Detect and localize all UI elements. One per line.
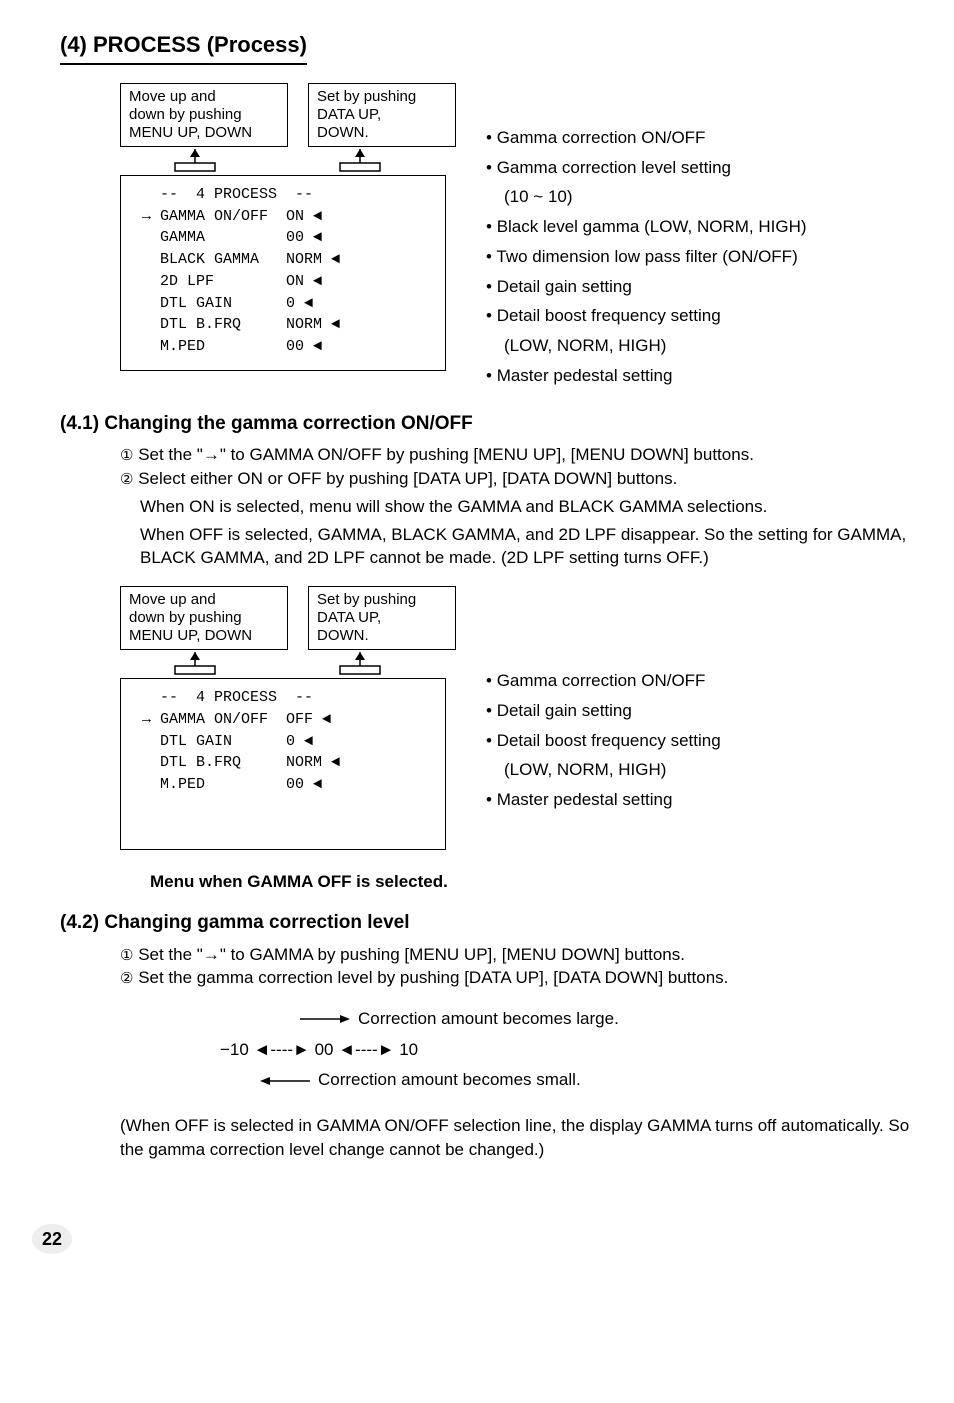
menu-screen: -- 4 PROCESS -- → GAMMA ON/OFF ON ◄ GAMM… xyxy=(120,175,446,371)
callout-item: Detail gain setting xyxy=(486,696,721,726)
subsection-heading: (4.1) Changing the gamma correction ON/O… xyxy=(60,411,914,438)
callout-list: Gamma correction ON/OFFDetail gain setti… xyxy=(486,666,721,815)
page-number-badge: 22 xyxy=(30,1221,74,1257)
hint-box-menu: Move up anddown by pushingMENU UP, DOWN xyxy=(120,586,288,650)
step-text: Set the "→" to GAMMA ON/OFF by pushing [… xyxy=(138,445,754,464)
range-diagram: Correction amount becomes large. −10 ◄--… xyxy=(170,1004,914,1096)
paragraph: When ON is selected, menu will show the … xyxy=(140,495,914,519)
hint-box-data: Set by pushingDATA UP,DOWN. xyxy=(308,586,456,650)
step-text: Set the gamma correction level by pushin… xyxy=(138,968,728,987)
range-scale: −10 ◄----► 00 ◄----► 10 xyxy=(170,1035,914,1066)
section-heading: (4) PROCESS (Process) xyxy=(60,30,307,65)
step-1: ① Set the "→" to GAMMA ON/OFF by pushing… xyxy=(120,443,914,467)
callout-subline: (LOW, NORM, HIGH) xyxy=(486,755,721,785)
menu-screen: -- 4 PROCESS -- → GAMMA ON/OFF OFF ◄ DTL… xyxy=(120,678,446,850)
callout-item: Gamma correction ON/OFF xyxy=(486,123,807,153)
callout-item: Master pedestal setting xyxy=(486,785,721,815)
step-1: ① Set the "→" to GAMMA by pushing [MENU … xyxy=(120,943,914,967)
callout-item: Gamma correction level setting xyxy=(486,153,807,183)
hint-box-menu: Move up anddown by pushingMENU UP, DOWN xyxy=(120,83,288,147)
callout-item: Detail boost frequency setting xyxy=(486,726,721,756)
page-number: 22 xyxy=(42,1227,62,1252)
hint-box-data: Set by pushingDATA UP,DOWN. xyxy=(308,83,456,147)
step-text: Set the "→" to GAMMA by pushing [MENU UP… xyxy=(138,945,685,964)
subsection-heading: (4.2) Changing gamma correction level xyxy=(60,910,914,937)
callout-subline: (10 ~ 10) xyxy=(486,182,807,212)
callout-subline: (LOW, NORM, HIGH) xyxy=(486,331,807,361)
step-text: Select either ON or OFF by pushing [DATA… xyxy=(138,469,677,488)
step-2: ② Select either ON or OFF by pushing [DA… xyxy=(120,467,914,491)
diagram-caption: Menu when GAMMA OFF is selected. xyxy=(150,870,914,894)
range-small-label: Correction amount becomes small. xyxy=(318,1065,581,1096)
callout-item: Gamma correction ON/OFF xyxy=(486,666,721,696)
paragraph: When OFF is selected, GAMMA, BLACK GAMMA… xyxy=(140,523,914,571)
circled-1: ① xyxy=(120,445,133,466)
step-2: ② Set the gamma correction level by push… xyxy=(120,966,914,990)
note-paragraph: (When OFF is selected in GAMMA ON/OFF se… xyxy=(120,1114,914,1162)
callout-item: Detail gain setting xyxy=(486,272,807,302)
callout-item: Detail boost frequency setting xyxy=(486,301,807,331)
callout-item: Black level gamma (LOW, NORM, HIGH) xyxy=(486,212,807,242)
circled-2: ② xyxy=(120,469,133,490)
diagram-1: Move up anddown by pushingMENU UP, DOWN … xyxy=(120,83,914,391)
diagram-2: Move up anddown by pushingMENU UP, DOWN … xyxy=(120,586,914,850)
range-large-label: Correction amount becomes large. xyxy=(358,1004,619,1035)
arrow-right-icon xyxy=(300,1012,350,1026)
circled-1: ① xyxy=(120,945,133,966)
circled-2: ② xyxy=(120,968,133,989)
callout-list: Gamma correction ON/OFFGamma correction … xyxy=(486,123,807,391)
arrow-left-icon xyxy=(260,1074,310,1088)
callout-item: Master pedestal setting xyxy=(486,361,807,391)
callout-item: Two dimension low pass filter (ON/OFF) xyxy=(486,242,807,272)
